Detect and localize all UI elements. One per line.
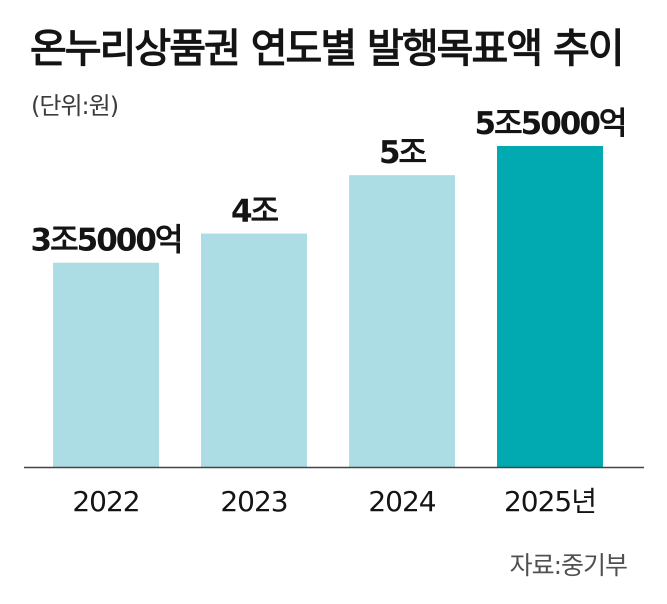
data-label: 4조 xyxy=(231,194,279,230)
data-label: 3조5000억 xyxy=(31,223,182,259)
unit-label: (단위:원) xyxy=(31,92,119,120)
data-label: 5조 xyxy=(379,135,427,171)
bar-2023 xyxy=(201,233,307,467)
data-label: 5조5000억 xyxy=(475,106,626,142)
chart-title: 온누리상품권 연도별 발행목표액 추이 xyxy=(30,26,625,72)
x-tick-label: 2022 xyxy=(72,485,139,518)
x-tick-label: 2025년 xyxy=(504,485,596,518)
bar-2022 xyxy=(53,262,159,467)
x-tick-label: 2023 xyxy=(220,485,287,518)
bar-2025 xyxy=(497,146,603,467)
x-tick-label: 2024 xyxy=(368,485,435,518)
source-label: 자료:중기부 xyxy=(509,551,628,580)
bar-2024 xyxy=(349,175,455,467)
